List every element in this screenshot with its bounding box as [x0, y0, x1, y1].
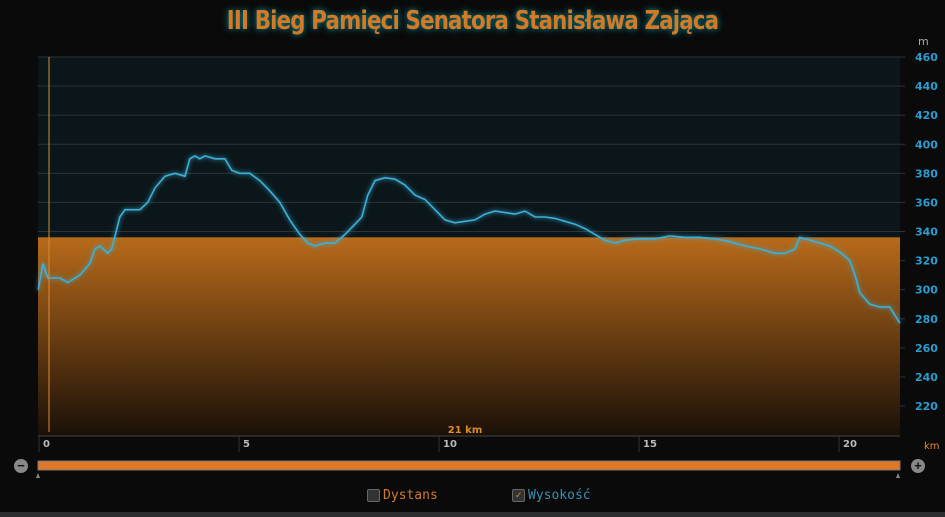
zoom-in-button[interactable]: + — [911, 459, 925, 473]
y-tick-label: 380 — [915, 167, 938, 180]
y-tick-label: 240 — [915, 371, 938, 384]
marker-label: 21 km — [448, 425, 482, 436]
wysokosc-checkbox[interactable]: ✓ Wysokość — [512, 488, 591, 503]
y-tick-label: 320 — [915, 255, 938, 268]
y-tick-label: 340 — [915, 226, 938, 239]
dystans-label: Dystans — [383, 488, 438, 503]
y-tick-label: 220 — [915, 400, 938, 413]
y-tick-label: 440 — [915, 80, 938, 93]
chart-title: III Bieg Pamięci Senatora Stanisława Zaj… — [226, 6, 719, 36]
y-tick-label: 280 — [915, 313, 938, 326]
checkmark-icon[interactable]: ✓ — [512, 489, 525, 502]
x-tick-label: 20 — [843, 439, 857, 450]
elevation-line — [37, 154, 901, 324]
range-slider[interactable] — [37, 460, 901, 471]
x-tick-label: 10 — [443, 439, 457, 450]
y-tick-label: 400 — [915, 138, 938, 151]
checkbox-unchecked[interactable] — [367, 489, 380, 502]
highlight-band — [38, 237, 900, 436]
range-handle-right[interactable] — [896, 473, 900, 478]
x-tick-label: 0 — [43, 439, 50, 450]
y-tick-label: 300 — [915, 284, 938, 297]
wysokosc-label: Wysokość — [528, 488, 591, 503]
bottom-bar — [0, 512, 945, 517]
zoom-out-button[interactable]: − — [14, 459, 28, 473]
dystans-checkbox[interactable]: Dystans — [367, 488, 438, 503]
y-tick-label: 420 — [915, 109, 938, 122]
range-handle-left[interactable] — [36, 473, 40, 478]
y-tick-label: 260 — [915, 342, 938, 355]
y-tick-label: 460 — [915, 51, 938, 64]
y-unit: m — [918, 35, 929, 48]
y-tick-label: 360 — [915, 196, 938, 209]
x-tick-label: 15 — [643, 439, 657, 450]
x-tick-label: 5 — [243, 439, 250, 450]
x-unit: km — [924, 441, 940, 452]
